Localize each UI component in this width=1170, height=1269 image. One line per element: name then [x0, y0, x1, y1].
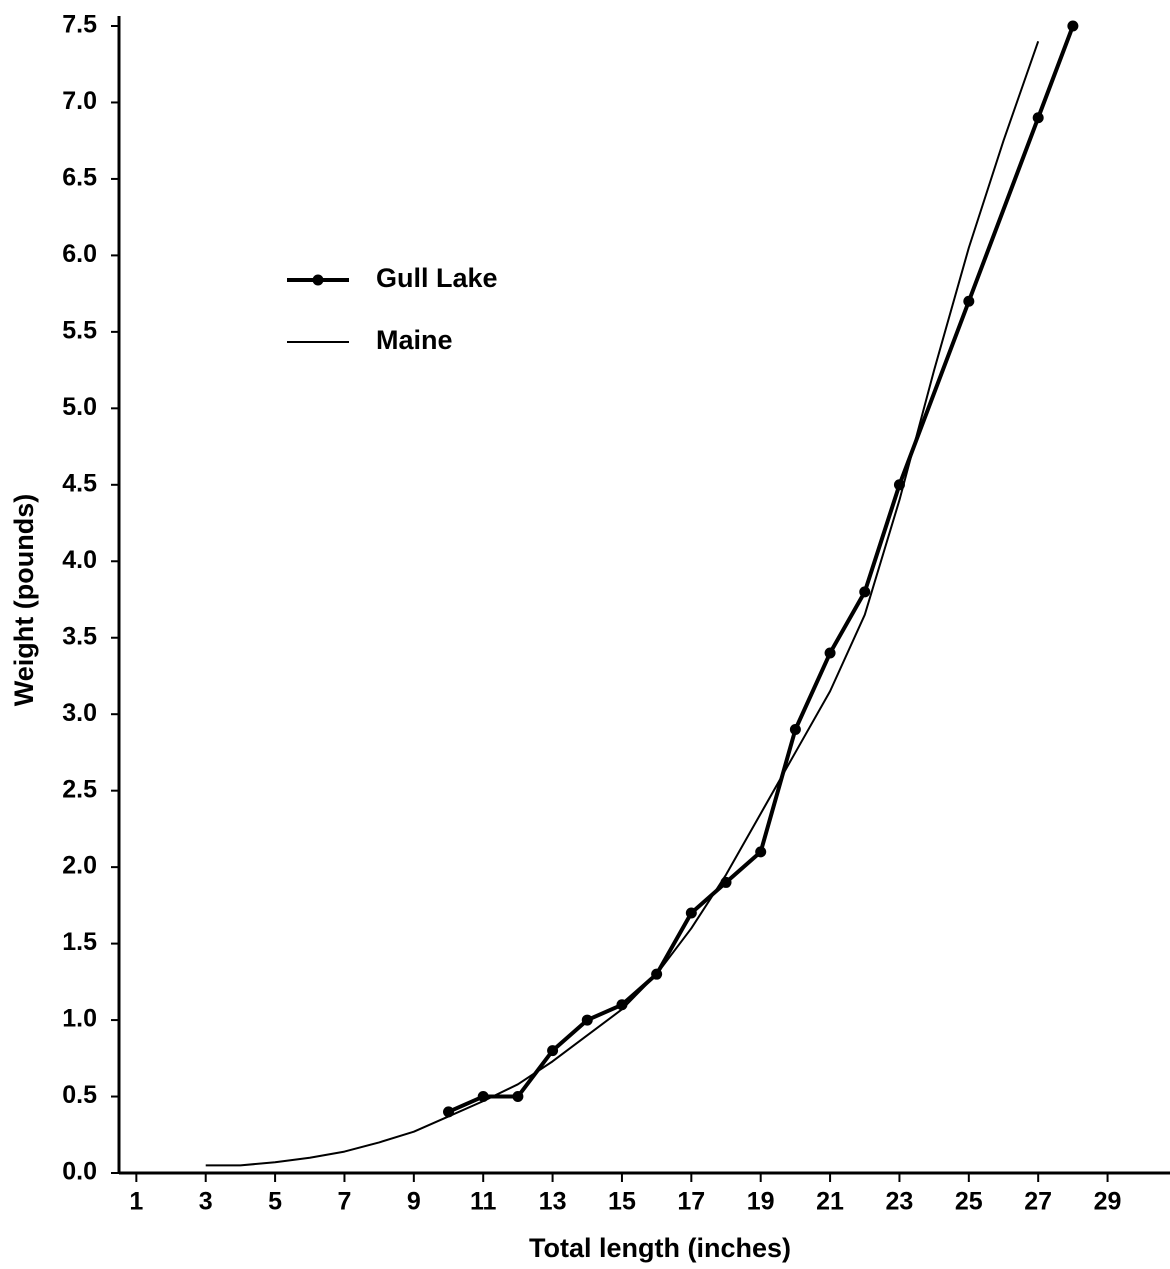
x-tick-label: 1	[129, 1188, 143, 1216]
y-tick-label: 1.5	[62, 928, 97, 956]
y-tick-label: 0.0	[62, 1158, 97, 1186]
data-point	[581, 1014, 593, 1026]
legend-label: Gull Lake	[376, 263, 498, 293]
data-point	[1067, 20, 1079, 32]
series-line	[205, 40, 1040, 1167]
y-tick-label: 1.0	[62, 1005, 97, 1033]
y-tick-label: 2.5	[62, 775, 97, 803]
y-tick-label: 5.5	[62, 316, 97, 344]
legend-marker	[312, 274, 324, 286]
y-tick-label: 6.5	[62, 164, 97, 192]
data-point	[1032, 112, 1044, 124]
y-tick-label: 6.0	[62, 240, 97, 268]
y-tick-label: 2.0	[62, 852, 97, 880]
data-point	[824, 647, 836, 659]
x-tick-label: 21	[816, 1188, 844, 1216]
y-tick-label: 0.5	[62, 1081, 97, 1109]
x-tick-label: 15	[608, 1188, 636, 1216]
data-point	[963, 295, 975, 307]
y-tick-label: 4.5	[62, 469, 97, 497]
x-axis-title: Total length (inches)	[529, 1233, 791, 1263]
y-tick-label: 3.5	[62, 622, 97, 650]
data-point	[859, 586, 871, 598]
x-tick-label: 5	[268, 1188, 282, 1216]
data-point	[547, 1045, 559, 1057]
y-tick-label: 7.5	[62, 11, 97, 39]
data-point	[789, 723, 801, 735]
x-tick-label: 19	[747, 1188, 775, 1216]
x-tick-label: 29	[1094, 1188, 1122, 1216]
x-tick-label: 3	[199, 1188, 213, 1216]
y-tick-label: 4.0	[62, 546, 97, 574]
data-point	[685, 907, 697, 919]
x-tick-label: 27	[1024, 1188, 1052, 1216]
y-tick-label: 3.0	[62, 699, 97, 727]
x-tick-label: 23	[886, 1188, 914, 1216]
x-tick-label: 25	[955, 1188, 983, 1216]
y-axis-title: Weight (pounds)	[9, 494, 39, 706]
y-tick-label: 7.0	[62, 87, 97, 115]
x-tick-label: 17	[677, 1188, 705, 1216]
x-tick-label: 11	[470, 1188, 497, 1216]
legend-label: Maine	[376, 325, 453, 355]
data-point	[512, 1091, 524, 1103]
series-line	[447, 25, 1075, 1114]
data-point	[755, 846, 767, 858]
x-tick-label: 9	[407, 1188, 421, 1216]
y-tick-label: 5.0	[62, 393, 97, 421]
x-tick-label: 7	[338, 1188, 352, 1216]
x-tick-label: 13	[539, 1188, 567, 1216]
